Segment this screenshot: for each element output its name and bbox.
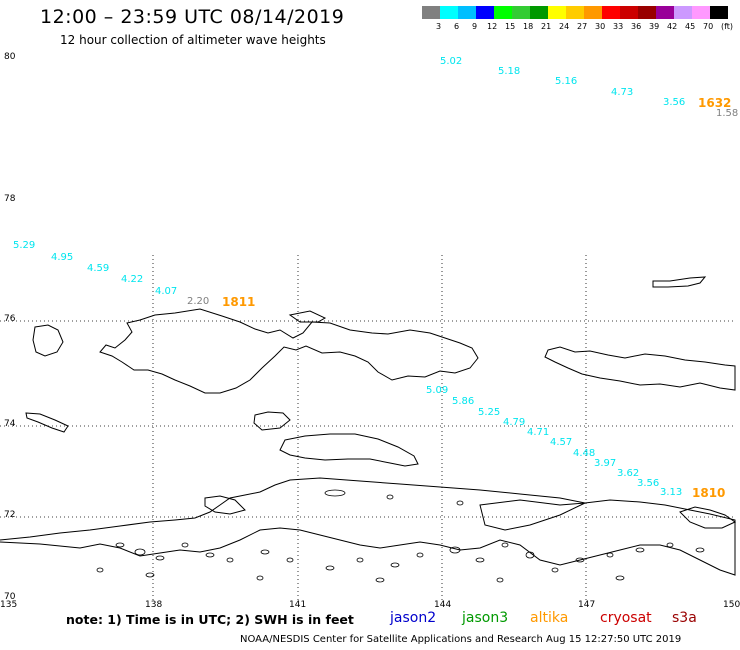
wave-height-value: 3.97 bbox=[594, 458, 617, 469]
latitude-label: 78 bbox=[4, 194, 16, 204]
wave-height-value: 4.95 bbox=[51, 252, 74, 263]
legend-swatch bbox=[476, 6, 494, 19]
legend-swatch bbox=[710, 6, 728, 19]
wave-height-value: 3.56 bbox=[637, 478, 660, 489]
wave-height-value: 4.57 bbox=[550, 437, 573, 448]
wave-height-value: 2.20 bbox=[187, 296, 210, 307]
legend-label: (ft) bbox=[721, 22, 734, 31]
island-small-west bbox=[25, 412, 69, 433]
wave-height-value: 4.48 bbox=[573, 448, 596, 459]
legend-swatch bbox=[548, 6, 566, 19]
wave-height-value: 5.02 bbox=[440, 56, 463, 67]
latitude-label: 80 bbox=[4, 52, 16, 62]
legend-swatch bbox=[566, 6, 584, 19]
legend-swatch bbox=[638, 6, 656, 19]
wave-height-value: 4.73 bbox=[611, 87, 634, 98]
legend-label: 6 bbox=[454, 22, 460, 31]
legend-swatch bbox=[656, 6, 674, 19]
island-northeast bbox=[652, 276, 707, 288]
wave-height-value: 4.22 bbox=[121, 274, 144, 285]
legend-swatch bbox=[602, 6, 620, 19]
lena-delta bbox=[204, 495, 246, 515]
legend-label: 36 bbox=[631, 22, 642, 31]
new-siberian-islands-main bbox=[99, 308, 479, 394]
wave-height-value: 3.13 bbox=[660, 487, 683, 498]
legend-label: 3 bbox=[436, 22, 442, 31]
wave-height-value: 5.09 bbox=[426, 385, 449, 396]
legend-label: 12 bbox=[487, 22, 498, 31]
longitude-label: 141 bbox=[289, 600, 307, 610]
legend-label: 27 bbox=[577, 22, 588, 31]
pass-time-label: 1632 bbox=[698, 96, 732, 110]
legend-swatch bbox=[530, 6, 548, 19]
legend-label: 15 bbox=[505, 22, 516, 31]
satellite-name: cryosat bbox=[600, 610, 652, 626]
longitude-label: 135 bbox=[0, 600, 18, 610]
wave-height-value: 4.79 bbox=[503, 417, 526, 428]
legend-label: 45 bbox=[685, 22, 696, 31]
legend-label: 18 bbox=[523, 22, 534, 31]
legend-swatch bbox=[692, 6, 710, 19]
legend-swatch bbox=[584, 6, 602, 19]
legend-label: 24 bbox=[559, 22, 570, 31]
legend-swatch bbox=[620, 6, 638, 19]
island-central-large bbox=[279, 433, 419, 467]
island-west bbox=[32, 324, 64, 357]
legend-swatch bbox=[512, 6, 530, 19]
kolyma-inlet bbox=[479, 499, 586, 531]
east-inlet bbox=[679, 506, 736, 529]
coastline bbox=[0, 276, 736, 576]
graticule bbox=[0, 255, 735, 600]
island-center-small bbox=[253, 411, 291, 431]
longitude-label: 138 bbox=[145, 600, 163, 610]
latitude-label: 70 bbox=[4, 592, 16, 602]
legend-label: 21 bbox=[541, 22, 552, 31]
satellite-name: altika bbox=[530, 610, 569, 626]
longitude-label: 147 bbox=[578, 600, 596, 610]
legend-label: 42 bbox=[667, 22, 678, 31]
satellite-name: jason2 bbox=[390, 610, 437, 626]
legend-swatch bbox=[458, 6, 476, 19]
legend-label: 9 bbox=[472, 22, 478, 31]
wave-height-value: 3.56 bbox=[663, 97, 686, 108]
island-east bbox=[544, 346, 736, 391]
legend-swatch bbox=[422, 6, 440, 19]
map-subtitle: 12 hour collection of altimeter wave hei… bbox=[60, 33, 326, 47]
wave-height-value: 4.07 bbox=[155, 286, 178, 297]
coastal-lakes bbox=[96, 489, 705, 583]
pass-time-label: 1810 bbox=[692, 486, 726, 500]
mainland-coast bbox=[0, 477, 736, 576]
legend-label: 33 bbox=[613, 22, 624, 31]
legend-label: 39 bbox=[649, 22, 660, 31]
wave-height-value: 5.16 bbox=[555, 76, 578, 87]
longitude-label: 150 bbox=[723, 600, 740, 610]
satellite-name: jason3 bbox=[462, 610, 509, 626]
pass-time-label: 1811 bbox=[222, 295, 256, 309]
wave-height-value: 3.62 bbox=[617, 468, 640, 479]
latitude-label: 76 bbox=[4, 314, 16, 324]
legend-label: 30 bbox=[595, 22, 606, 31]
satellite-name: s3a bbox=[672, 610, 697, 626]
latitude-label: 72 bbox=[4, 510, 16, 520]
wave-height-value: 4.59 bbox=[87, 263, 110, 274]
island-north-strip bbox=[288, 310, 327, 323]
legend-swatch bbox=[494, 6, 512, 19]
wave-height-value: 1.58 bbox=[716, 108, 739, 119]
footer-note: note: 1) Time is in UTC; 2) SWH is in fe… bbox=[66, 612, 354, 627]
wave-height-value: 4.71 bbox=[527, 427, 550, 438]
credit-line: NOAA/NESDIS Center for Satellite Applica… bbox=[240, 634, 682, 645]
latitude-label: 74 bbox=[4, 419, 16, 429]
legend-swatch bbox=[674, 6, 692, 19]
wave-height-value: 5.25 bbox=[478, 407, 501, 418]
wave-height-value: 5.18 bbox=[498, 66, 521, 77]
longitude-label: 144 bbox=[434, 600, 452, 610]
wave-height-value: 5.86 bbox=[452, 396, 475, 407]
map-title: 12:00 – 23:59 UTC 08/14/2019 bbox=[40, 6, 345, 28]
legend-swatch bbox=[440, 6, 458, 19]
legend-label: 70 bbox=[703, 22, 714, 31]
wave-height-value: 5.29 bbox=[13, 240, 36, 251]
